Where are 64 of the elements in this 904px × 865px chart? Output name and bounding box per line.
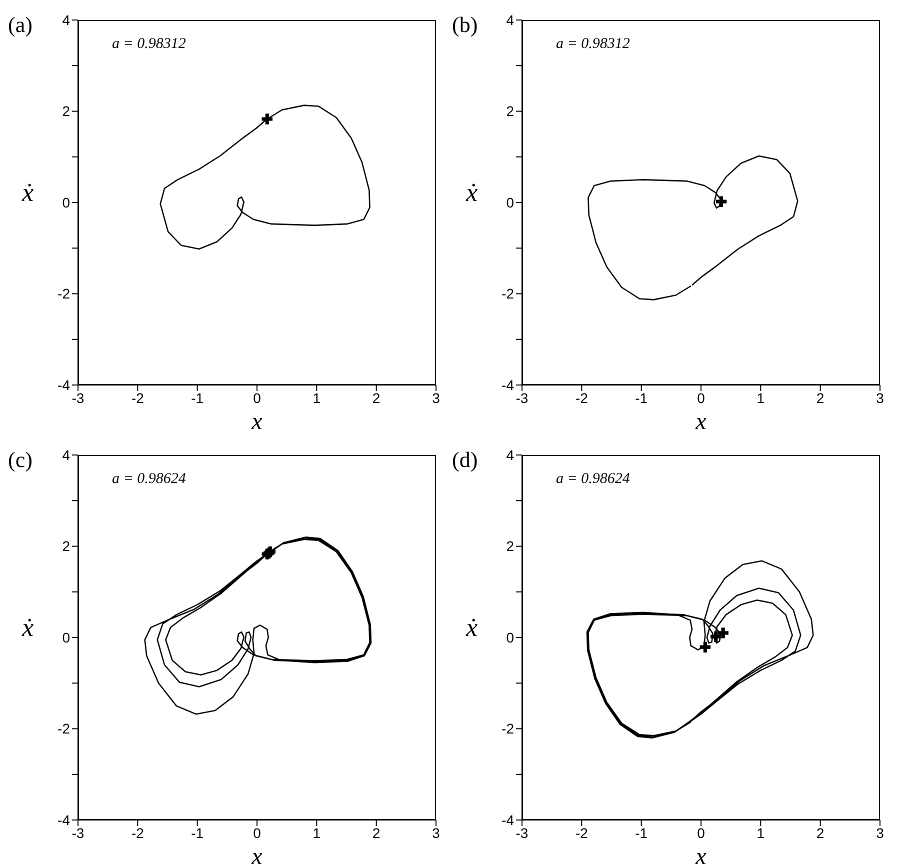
x-tick-label: -3: [72, 390, 84, 406]
y-tick-label: 2: [506, 538, 514, 554]
x-axis-title: x: [694, 409, 707, 435]
x-tick-label: 3: [876, 390, 884, 406]
x-tick-label: -2: [131, 390, 144, 406]
x-tick-label: -2: [575, 390, 588, 406]
x-tick-label: 0: [253, 824, 262, 841]
x-tick-label: -2: [131, 824, 144, 841]
x-tick-label: 1: [312, 824, 321, 841]
text: (d): [452, 447, 478, 473]
text: (c): [8, 447, 32, 473]
x-tick-label: 1: [312, 390, 321, 406]
y-tick-label: -2: [502, 720, 514, 737]
annotation: a = 0.98312: [112, 36, 186, 53]
x-tick-label: -3: [516, 390, 528, 406]
annotation: a = 0.98312: [556, 36, 630, 53]
y-tick-label: 4: [62, 446, 70, 463]
x-axis-title: x: [250, 844, 263, 865]
y-axis-title: ẋ: [466, 178, 478, 208]
y-tick-label: 0: [506, 629, 514, 646]
y-tick-label: 2: [506, 103, 514, 120]
x-tick-label: -2: [575, 824, 588, 841]
y-axis-title: ẋ: [466, 613, 478, 643]
x-tick-label: 0: [697, 824, 706, 841]
text: (a): [8, 12, 32, 38]
x-tick-label: 3: [432, 824, 440, 841]
x-tick-label: -1: [191, 824, 204, 841]
y-tick-label: 2: [62, 538, 70, 554]
x-tick-label: 2: [816, 824, 824, 841]
x-tick-label: 0: [697, 390, 706, 406]
y-tick-label: 0: [62, 629, 70, 646]
y-tick-label: -2: [58, 720, 70, 737]
y-tick-label: -4: [502, 376, 514, 393]
x-tick-label: 3: [876, 824, 884, 841]
x-tick-label: -1: [191, 390, 204, 406]
y-tick-label: -2: [502, 286, 514, 302]
y-tick-label: -4: [58, 376, 70, 393]
x-tick-label: 1: [756, 390, 765, 406]
text: (b): [452, 12, 478, 38]
y-tick-label: 0: [506, 194, 514, 210]
y-tick-label: 4: [506, 12, 514, 28]
x-axis-title: x: [694, 844, 707, 865]
x-tick-label: -3: [516, 824, 528, 841]
x-tick-label: -1: [635, 390, 648, 406]
y-tick-label: -4: [502, 812, 514, 828]
x-tick-label: -3: [72, 824, 84, 841]
y-tick-label: 0: [62, 194, 70, 210]
x-tick-label: 2: [372, 824, 380, 841]
annotation: a = 0.98624: [556, 471, 630, 488]
y-axis-title: ẋ: [22, 178, 34, 208]
x-tick-label: 2: [372, 390, 380, 406]
annotation: a = 0.98624: [112, 471, 186, 488]
x-tick-label: 1: [756, 824, 765, 841]
y-tick-label: 4: [62, 12, 70, 28]
y-tick-label: -2: [58, 286, 70, 302]
x-tick-label: 0: [253, 390, 262, 406]
y-axis-title: ẋ: [22, 613, 34, 643]
y-tick-label: 4: [506, 446, 514, 463]
y-tick-label: 2: [62, 103, 70, 120]
x-tick-label: -1: [635, 824, 648, 841]
x-tick-label: 3: [432, 390, 440, 406]
y-tick-label: -4: [58, 812, 70, 828]
x-tick-label: 2: [816, 390, 824, 406]
x-axis-title: x: [250, 409, 263, 435]
